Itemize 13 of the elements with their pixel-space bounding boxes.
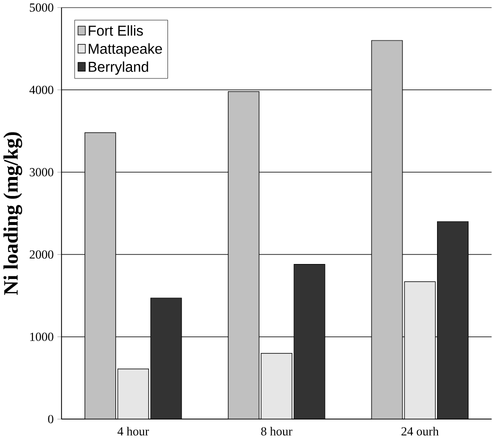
y-tick-label: 2000 — [30, 250, 54, 259]
x-tick-label: 24 ourh — [402, 426, 439, 436]
x-tick-label: 8 hour — [261, 426, 292, 436]
y-tick-label: 5000 — [30, 3, 54, 12]
legend-label: Mattapeake — [88, 43, 162, 57]
legend-label: Berryland — [88, 61, 148, 75]
y-axis-title: Ni loading (mg/kg) — [3, 132, 22, 295]
y-tick-label: 3000 — [30, 168, 54, 176]
legend-label: Fort Ellis — [88, 25, 143, 36]
y-tick-label: 1000 — [30, 332, 54, 341]
y-tick-label: 4000 — [29, 86, 54, 94]
y-tick-label: 0 — [48, 415, 54, 424]
x-tick-label: 4 hour — [118, 426, 149, 436]
